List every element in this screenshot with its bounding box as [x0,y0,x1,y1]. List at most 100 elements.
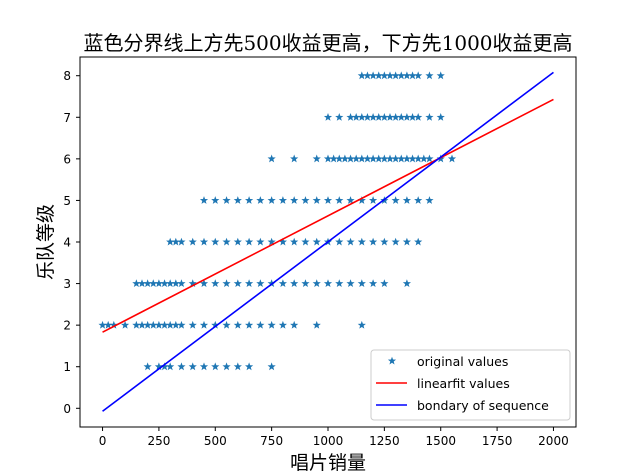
data-point [425,196,434,204]
x-axis-label: 唱片销量 [290,452,366,474]
data-point [245,362,254,371]
data-point [211,362,220,371]
data-point [397,112,406,121]
data-point [369,71,378,80]
data-point [414,154,423,163]
data-point [188,362,197,371]
data-point [177,237,186,246]
data-point [374,71,383,80]
data-point [414,196,423,204]
data-point [222,320,231,329]
x-tick-label: 1500 [425,434,456,448]
x-tick-label: 2000 [538,434,569,448]
data-point [177,320,186,329]
data-point [414,112,423,121]
x-tick-label: 0 [99,434,107,448]
data-point [312,196,321,204]
data-point [385,71,395,80]
legend-marker-original [387,356,397,365]
data-point [402,196,411,204]
plot-area: 0 250 500 750 1000 1250 1500 1750 2000 0 1 2 3 4 5 6 7 8 [63,56,577,448]
data-point [160,362,169,371]
y-tick-label: 0 [63,402,71,416]
data-point [357,71,366,80]
data-point [199,279,209,288]
boundary-line [102,71,554,412]
data-point [278,320,287,329]
x-tick-label: 1750 [482,434,513,448]
data-point [233,320,242,329]
data-point [267,237,276,246]
data-point [385,112,395,121]
data-point [363,154,372,163]
y-tick-label: 5 [63,194,71,208]
data-point [132,279,141,288]
y-axis: 0 1 2 3 4 5 6 7 8 [63,69,80,416]
data-point [346,279,355,288]
data-point [425,154,434,163]
data-point [245,237,254,246]
data-point [245,196,254,204]
data-point [391,71,400,80]
data-point [369,279,378,288]
data-point [363,71,372,80]
data-point [109,320,118,329]
data-point [290,279,299,288]
data-point [335,279,344,288]
data-point [143,279,152,288]
data-point [233,196,242,204]
data-point [402,71,411,80]
data-point [188,320,197,329]
data-point [436,112,445,121]
data-point [211,196,220,204]
chart-title: 蓝色分界线上方先500收益更高，下方先1000收益更高 [83,31,572,55]
data-point [346,112,355,121]
data-point [397,71,406,80]
data-point [278,196,287,204]
data-point [357,237,366,246]
data-point [335,112,344,121]
data-point [154,279,163,288]
data-point [346,154,355,163]
data-point [104,320,113,329]
data-point [391,237,400,246]
data-point [98,320,107,329]
data-point [177,362,186,371]
data-point [312,279,321,288]
data-point [346,196,355,204]
data-point [245,279,254,288]
data-point [380,237,389,246]
data-point [357,279,366,288]
y-tick-label: 6 [63,152,71,166]
data-point [177,279,186,288]
y-tick-label: 2 [63,319,71,333]
data-point [357,154,366,163]
data-point [301,237,310,246]
scatter-series [98,71,457,371]
data-point [357,112,366,121]
data-point [419,154,428,163]
data-point [211,279,220,288]
data-point [290,196,299,204]
data-point [301,279,310,288]
data-point [166,320,175,329]
data-point [143,320,152,329]
data-point [188,237,197,246]
data-point [369,112,378,121]
data-point [137,279,147,288]
data-point [323,279,333,288]
data-point [222,196,231,204]
data-point [408,154,417,163]
data-point [312,320,321,329]
data-point [408,71,417,80]
data-point [369,237,378,246]
data-point [397,154,406,163]
data-point [290,320,299,329]
data-point [166,237,175,246]
data-point [312,154,321,163]
legend-star-icon [387,356,397,365]
data-point [335,154,344,163]
data-point [278,279,287,288]
data-point [160,320,169,329]
data-point [154,320,163,329]
